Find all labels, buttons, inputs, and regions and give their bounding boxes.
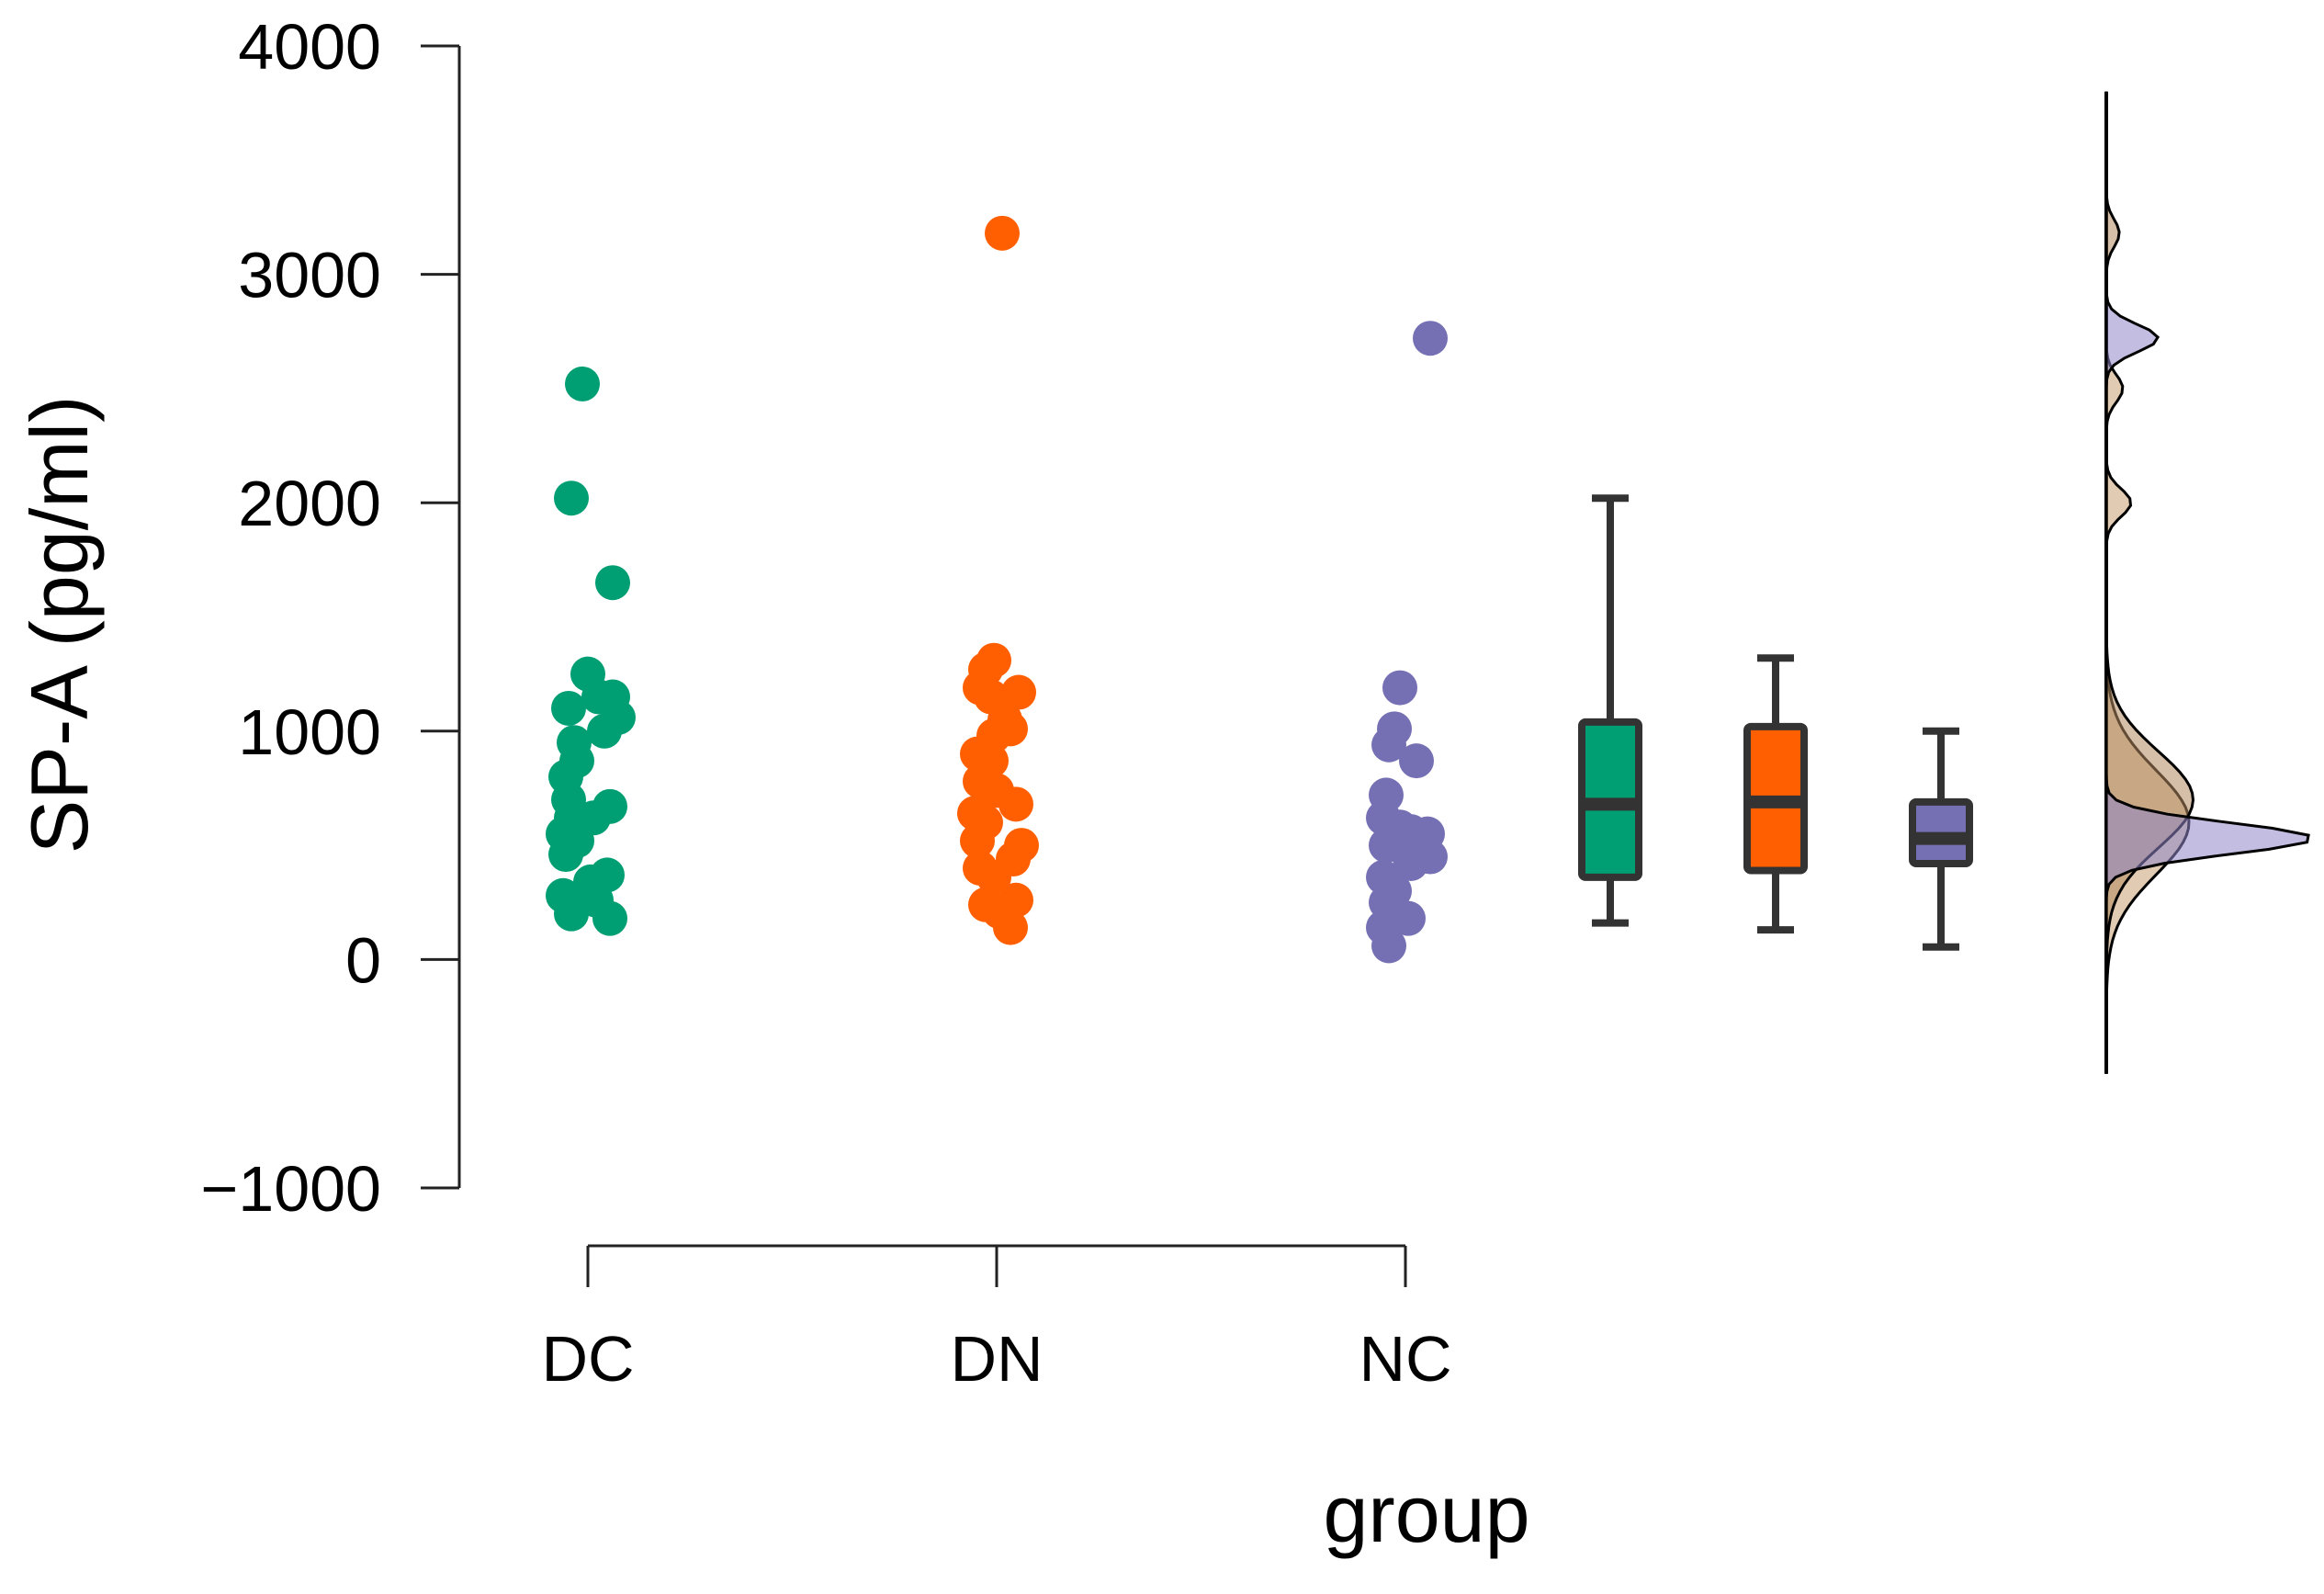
data-point-dc <box>587 713 622 749</box>
box-plot-dn <box>1743 654 1808 934</box>
y-tick-label: 4000 <box>238 11 381 83</box>
data-point-dn <box>993 910 1028 945</box>
data-point-dc <box>595 565 630 601</box>
data-point-dn <box>960 823 995 859</box>
y-tick-label: 1000 <box>238 696 381 768</box>
box-plot-nc <box>1909 727 1973 951</box>
data-point-dc <box>592 900 627 936</box>
data-point-dn <box>1001 674 1036 710</box>
data-point-dc <box>565 366 600 401</box>
x-tick-label-dc: DC <box>541 1323 634 1395</box>
data-point-dn <box>998 786 1033 822</box>
y-axis: −1000 0 1000 2000 3000 4000 <box>200 11 461 1225</box>
data-point-dc <box>554 896 589 932</box>
x-tick-label-nc: NC <box>1359 1323 1451 1395</box>
data-point-nc <box>1382 670 1417 706</box>
y-tick-label: 2000 <box>238 468 381 539</box>
density-curve-nc <box>2104 91 2310 1074</box>
data-point-nc <box>1371 727 1406 763</box>
box-plot-dc <box>1578 494 1642 927</box>
box-plots <box>1578 494 1973 951</box>
data-point-nc <box>1413 321 1448 356</box>
y-tick-label: 3000 <box>238 240 381 311</box>
density-curves <box>2104 91 2310 1074</box>
scatter-points <box>546 215 1448 964</box>
data-point-dn <box>976 859 1011 895</box>
x-tick-label-dn: DN <box>950 1323 1043 1395</box>
data-point-nc <box>1371 928 1406 964</box>
y-tick-label: −1000 <box>200 1153 381 1225</box>
data-point-dn <box>985 215 1020 251</box>
density-curve-dn <box>2104 91 2195 1074</box>
y-axis-title: SP-A (pg/ml) <box>14 396 105 854</box>
data-point-dc <box>551 690 586 726</box>
data-point-dc <box>554 480 589 516</box>
data-point-nc <box>1399 743 1434 779</box>
y-tick-label: 0 <box>345 924 381 996</box>
x-axis: DC DN NC <box>541 1244 1452 1395</box>
data-point-dc <box>548 837 583 873</box>
data-point-nc <box>1393 845 1428 881</box>
x-axis-title: group <box>1323 1468 1529 1559</box>
